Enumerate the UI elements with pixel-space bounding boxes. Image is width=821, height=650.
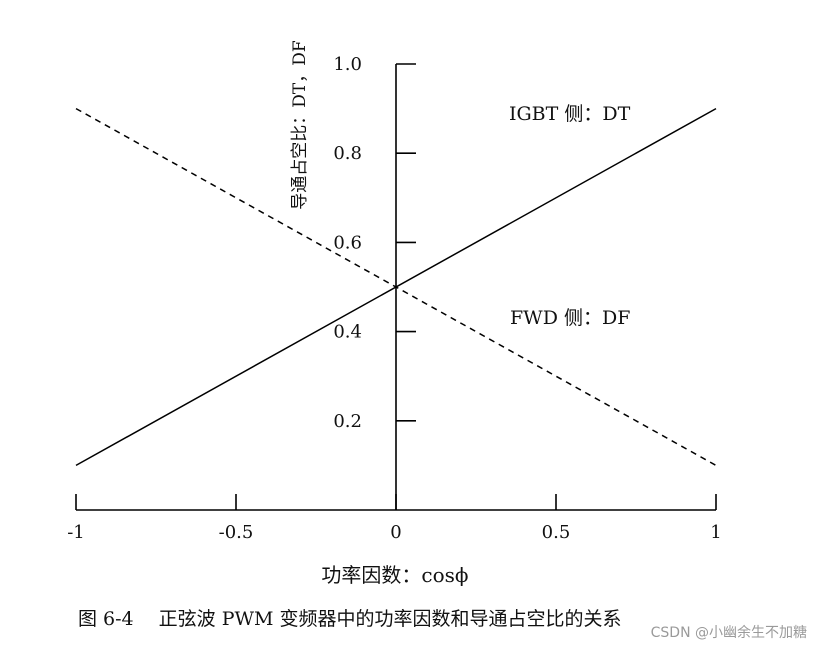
y-tick-label: 1.0 — [333, 54, 362, 75]
x-tick-label: -0.5 — [219, 522, 254, 543]
series-group — [75, 107, 717, 467]
ticks: -1 -0.5 0 0.5 1 0.2 0.4 0.6 0.8 1.0 — [67, 54, 722, 543]
series-label-fwd: FWD 侧：DF — [510, 307, 630, 329]
watermark: CSDN @小幽余生不加糖 — [650, 625, 807, 641]
y-tick-label: 0.4 — [333, 322, 362, 343]
y-tick-label: 0.8 — [333, 143, 362, 164]
x-tick-label: 1 — [710, 522, 721, 543]
series-label-igbt: IGBT 侧：DT — [509, 103, 631, 125]
x-tick-label: -1 — [67, 522, 85, 543]
labels: 功率因数：cosϕ 导通占空比：DT，DF IGBT 侧：DT FWD 侧：DF — [290, 40, 631, 587]
x-tick-label: 0 — [390, 522, 401, 543]
chart: -1 -0.5 0 0.5 1 0.2 0.4 0.6 0.8 1.0 功率因数：cosϕ 导通占… — [67, 40, 722, 587]
x-tick-label: 0.5 — [542, 522, 571, 543]
y-tick-label: 0.2 — [333, 411, 362, 432]
y-axis-label: 导通占空比：DT，DF — [290, 40, 310, 210]
series-line-fwd — [75, 107, 717, 467]
x-axis-label: 功率因数：cosϕ — [321, 563, 468, 587]
figure-caption: 图 6-4 正弦波 PWM 变频器中的功率因数和导通占空比的关系 — [78, 608, 622, 630]
y-tick-label: 0.6 — [333, 232, 362, 253]
